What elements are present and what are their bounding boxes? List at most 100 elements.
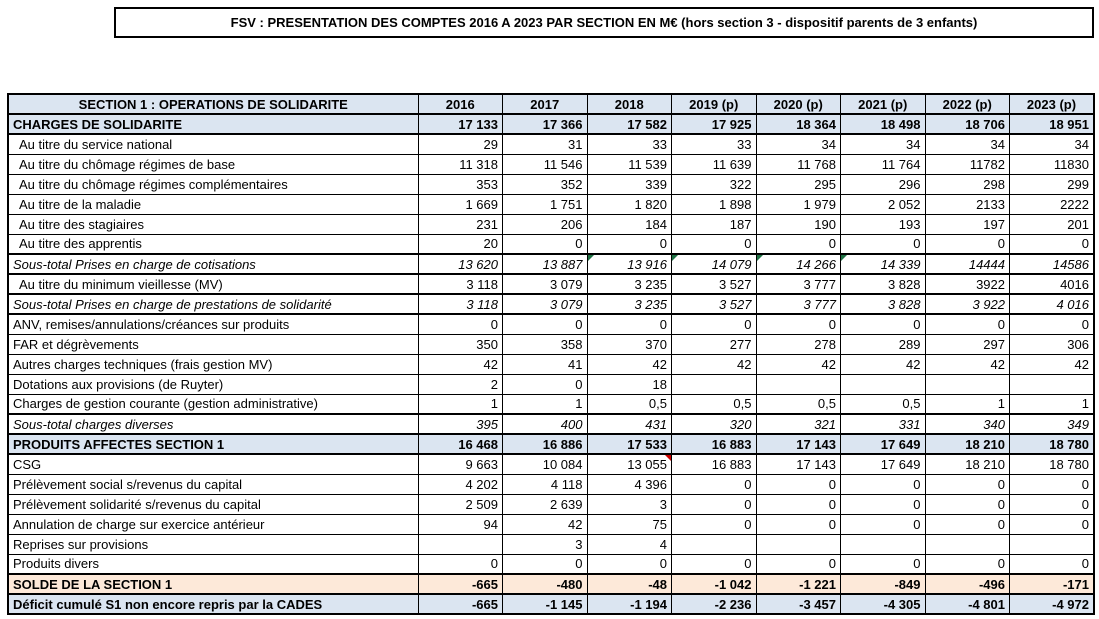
- cell-value: 0: [913, 556, 921, 572]
- cell-value: 13 055: [627, 456, 667, 472]
- row-label: SOLDE DE LA SECTION 1: [13, 576, 173, 592]
- cell-value: -496: [978, 576, 1005, 592]
- row-label-cell: Au titre de la maladie: [7, 193, 419, 215]
- fsv-accounts-table: SECTION 1 : OPERATIONS DE SOLIDARITE 201…: [7, 93, 1095, 615]
- cell-value: 2133: [976, 196, 1005, 212]
- cell-value: 184: [645, 216, 667, 232]
- value-cell: 2222: [1009, 193, 1095, 215]
- cell-value: 231: [476, 216, 498, 232]
- value-cell: 4: [586, 533, 672, 555]
- cell-value: 0: [744, 236, 752, 252]
- cell-value: 42: [737, 356, 752, 372]
- value-cell: [924, 533, 1010, 555]
- value-cell: 277: [671, 333, 757, 355]
- cell-value: 0,5: [902, 396, 921, 412]
- row-label: Au titre de la maladie: [19, 196, 142, 212]
- cell-value: 3 922: [972, 296, 1005, 312]
- cell-value: 1: [490, 396, 498, 412]
- value-cell: 0,5: [840, 393, 926, 415]
- value-cell: 2: [417, 373, 503, 395]
- cell-value: 16 886: [542, 436, 583, 452]
- cell-value: 0: [575, 556, 583, 572]
- value-cell: 17 925: [671, 113, 757, 135]
- value-cell: 2133: [924, 193, 1010, 215]
- cell-value: 3 527: [718, 276, 752, 292]
- cell-value: 1: [575, 396, 583, 412]
- cell-value: 18 364: [796, 116, 836, 132]
- value-cell: [1009, 373, 1095, 395]
- value-cell: 14 079: [671, 253, 757, 275]
- value-cell: -3 457: [755, 593, 841, 615]
- row-label: Sous-total Prises en charge de prestatio…: [13, 296, 332, 312]
- cell-value: 16 468: [458, 436, 498, 452]
- value-cell: 18 498: [840, 113, 926, 135]
- cell-value: 190: [814, 216, 836, 232]
- cell-value: 18 706: [965, 116, 1005, 132]
- cell-value: 358: [560, 336, 583, 352]
- cell-value: 42: [906, 356, 921, 372]
- cell-value: 13 620: [458, 256, 498, 272]
- table-row: Au titre du chômage régimes de base 11 31…: [7, 153, 1095, 175]
- value-cell: 1 669: [417, 193, 503, 215]
- value-cell: 3 777: [755, 273, 841, 295]
- cell-error-flag-icon: [756, 256, 763, 261]
- value-cell: 16 883: [671, 453, 757, 475]
- cell-value: 3 235: [634, 296, 667, 312]
- value-cell: 11782: [924, 153, 1010, 175]
- value-cell: 14 339: [840, 253, 926, 275]
- cell-value: 17 649: [880, 456, 921, 472]
- table-header-row: SECTION 1 : OPERATIONS DE SOLIDARITE 201…: [7, 93, 1095, 115]
- cell-value: 278: [814, 336, 836, 352]
- cell-value: 1 898: [718, 196, 752, 212]
- value-cell: -4 972: [1009, 593, 1095, 615]
- value-cell: 0: [502, 373, 588, 395]
- value-cell: 3 828: [840, 273, 926, 295]
- table-row: Sous-total charges diverses 395 400 431 320 3…: [7, 413, 1095, 435]
- value-cell: -171: [1009, 573, 1095, 595]
- value-cell: -48: [586, 573, 672, 595]
- cell-value: 94: [483, 516, 498, 532]
- value-cell: 34: [755, 133, 841, 155]
- value-cell: 0: [586, 553, 672, 575]
- cell-value: 0: [997, 476, 1005, 492]
- cell-value: 277: [729, 336, 752, 352]
- cell-value: -4 305: [883, 596, 921, 612]
- row-label-cell: Au titre du chômage régimes complémentai…: [7, 173, 419, 195]
- value-cell: [755, 373, 841, 395]
- year-header-cell: 2018: [586, 93, 672, 115]
- table-row: Charges de gestion courante (gestion adm…: [7, 393, 1095, 415]
- cell-value: 17 925: [711, 116, 752, 132]
- cell-value: 11 764: [881, 156, 921, 172]
- value-cell: 10 084: [502, 453, 588, 475]
- cell-value: 0: [659, 556, 667, 572]
- year-header-cell: 2020 (p): [755, 93, 841, 115]
- value-cell: 11 539: [586, 153, 672, 175]
- value-cell: 0: [502, 553, 588, 575]
- value-cell: 353: [417, 173, 503, 195]
- value-cell: 17 649: [840, 453, 926, 475]
- value-cell: 306: [1009, 333, 1095, 355]
- value-cell: 18 210: [924, 453, 1010, 475]
- value-cell: 3 118: [417, 293, 503, 315]
- cell-value: 11830: [1053, 156, 1089, 172]
- value-cell: 18 706: [924, 113, 1010, 135]
- cell-value: 34: [990, 136, 1005, 152]
- row-label-cell: Dotations aux provisions (de Ruyter): [7, 373, 419, 395]
- cell-value: 3: [659, 496, 667, 512]
- cell-value: 2222: [1060, 196, 1089, 212]
- cell-value: 0: [828, 476, 836, 492]
- cell-value: 0: [744, 556, 752, 572]
- value-cell: 17 649: [840, 433, 926, 455]
- cell-value: 0: [913, 516, 921, 532]
- title-box: FSV : PRESENTATION DES COMPTES 2016 A 20…: [114, 7, 1094, 38]
- value-cell: 11 639: [671, 153, 757, 175]
- value-cell: 1: [502, 393, 588, 415]
- value-cell: 18 780: [1009, 453, 1095, 475]
- value-cell: 4 118: [502, 473, 588, 495]
- cell-value: 0: [828, 236, 836, 252]
- cell-value: 340: [983, 416, 1005, 432]
- table-row: PRODUITS AFFECTES SECTION 1 16 468 16 886 1…: [7, 433, 1095, 455]
- value-cell: 34: [1009, 133, 1095, 155]
- cell-value: 4016: [1060, 276, 1089, 292]
- cell-value: 18 210: [965, 436, 1005, 452]
